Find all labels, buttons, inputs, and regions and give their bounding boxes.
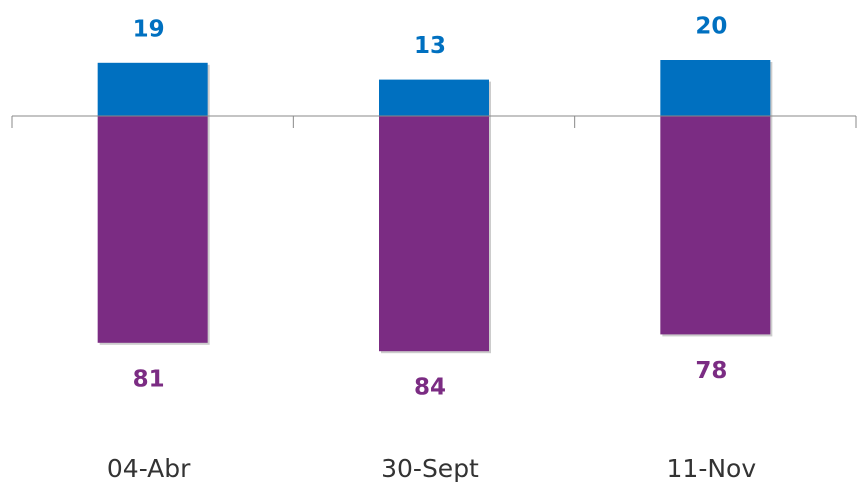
value-label: 78 xyxy=(695,358,727,384)
value-label: 20 xyxy=(695,14,727,40)
value-label: 81 xyxy=(133,366,165,392)
bar xyxy=(97,62,208,116)
value-label: 84 xyxy=(414,375,446,401)
bar xyxy=(97,116,208,343)
x-tick-label: 30-Sept xyxy=(381,454,479,483)
bar xyxy=(660,60,771,116)
bar xyxy=(379,116,489,352)
x-tick-label: 04-Abr xyxy=(107,454,191,483)
bar xyxy=(660,116,771,335)
value-label: 13 xyxy=(414,33,446,59)
value-label: 19 xyxy=(133,16,165,42)
x-tick-label: 11-Nov xyxy=(667,454,757,483)
bar xyxy=(379,79,489,116)
